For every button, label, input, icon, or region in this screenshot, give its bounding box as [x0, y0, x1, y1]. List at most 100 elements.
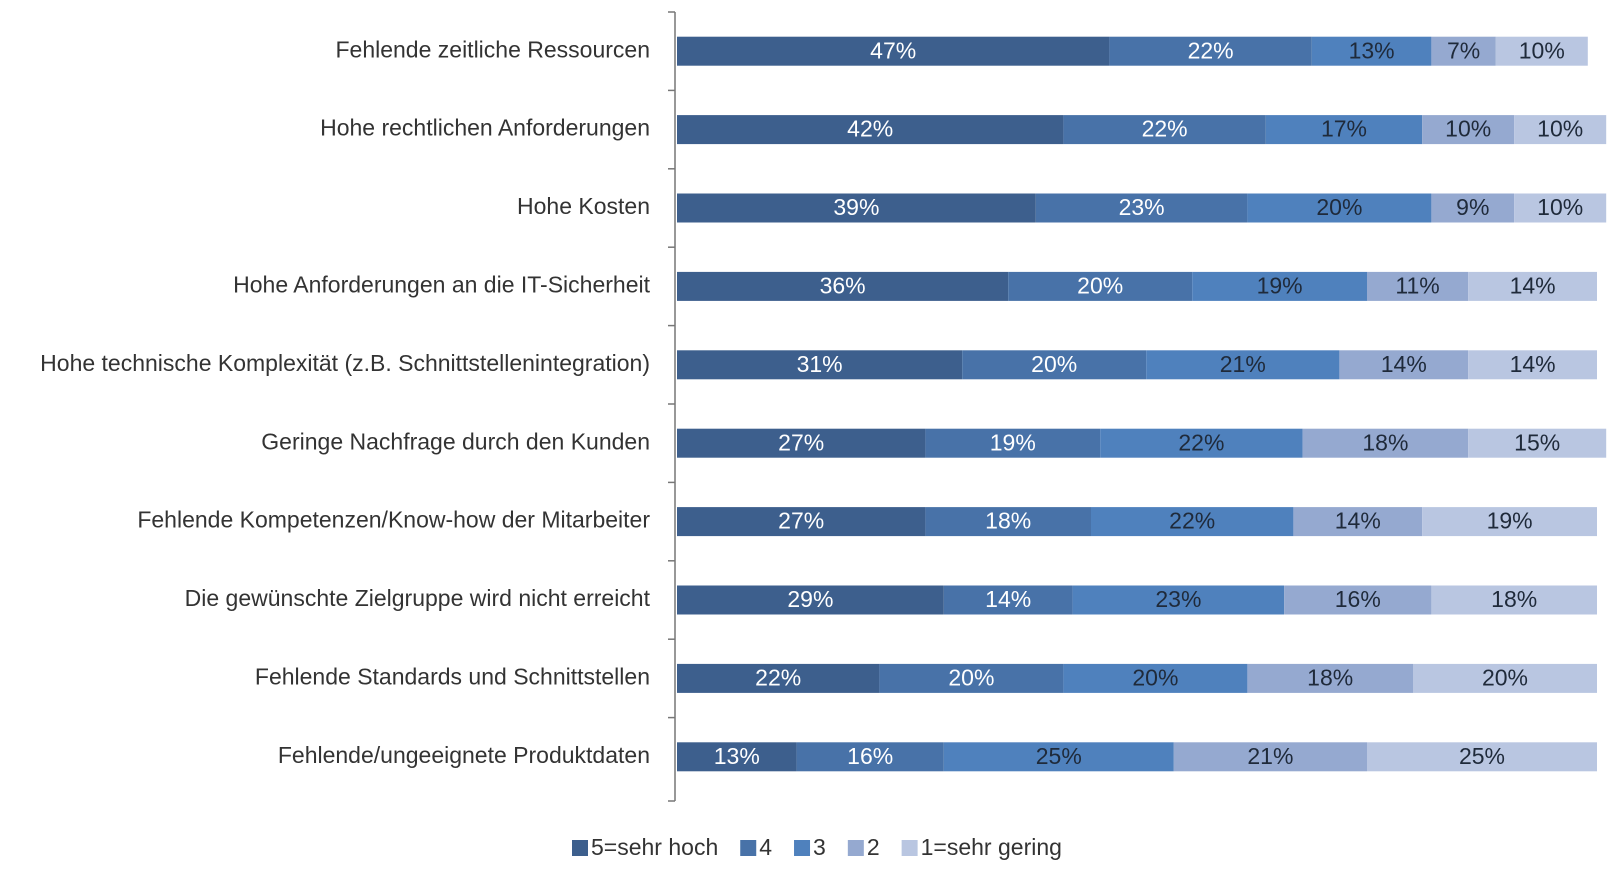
- bar-segment: [677, 36, 1110, 66]
- bar-segment: [1192, 271, 1367, 301]
- legend-label: 2: [867, 834, 880, 860]
- data-label: 14%: [1510, 351, 1556, 377]
- bar-segment: [1468, 350, 1597, 380]
- data-label: 14%: [1381, 351, 1427, 377]
- bar-segment: [1302, 428, 1469, 458]
- bar-segment: [1109, 36, 1312, 66]
- category-label: Fehlende zeitliche Ressourcen: [335, 36, 650, 62]
- bar-segment: [1431, 585, 1597, 615]
- data-label: 19%: [1257, 272, 1303, 298]
- data-label: 18%: [985, 508, 1031, 534]
- data-label: 22%: [1142, 116, 1188, 142]
- data-label: 19%: [990, 429, 1036, 455]
- bar-segment: [962, 350, 1147, 380]
- bar-segment: [1265, 115, 1423, 145]
- data-label: 20%: [1031, 351, 1077, 377]
- data-label: 19%: [1487, 508, 1533, 534]
- data-label: 18%: [1491, 586, 1537, 612]
- bar-segment: [1468, 428, 1607, 458]
- bar-segment: [943, 742, 1174, 772]
- bar-segment: [1339, 350, 1469, 380]
- data-label: 23%: [1155, 586, 1201, 612]
- data-label: 10%: [1445, 116, 1491, 142]
- data-label: 10%: [1537, 194, 1583, 220]
- category-label: Geringe Nachfrage durch den Kunden: [261, 428, 650, 454]
- bar-segment: [677, 350, 963, 380]
- data-label: 13%: [1349, 37, 1395, 63]
- category-label: Fehlende Kompetenzen/Know-how der Mitarb…: [137, 507, 650, 533]
- bar-segment: [1422, 115, 1515, 145]
- data-label: 25%: [1036, 743, 1082, 769]
- bar-segment: [796, 742, 944, 772]
- data-label: 29%: [787, 586, 833, 612]
- data-label: 7%: [1447, 37, 1480, 63]
- data-label: 20%: [1482, 664, 1528, 690]
- data-label: 18%: [1362, 429, 1408, 455]
- data-label: 11%: [1395, 272, 1439, 298]
- data-label: 16%: [1335, 586, 1381, 612]
- bar-segment: [1413, 663, 1597, 693]
- legend-swatch: [794, 840, 811, 856]
- data-label: 20%: [948, 664, 994, 690]
- bar-segment: [925, 428, 1101, 458]
- bar-segment: [1367, 742, 1597, 772]
- bar-segment: [677, 271, 1009, 301]
- data-label: 21%: [1247, 743, 1293, 769]
- legend-swatch: [847, 840, 864, 856]
- legend-swatch: [740, 840, 757, 856]
- data-label: 20%: [1132, 664, 1178, 690]
- data-label: 39%: [833, 194, 879, 220]
- bar-segment: [1468, 271, 1597, 301]
- category-label: Hohe Kosten: [517, 193, 650, 219]
- category-label: Hohe technische Komplexität (z.B. Schnit…: [40, 350, 650, 376]
- data-label: 13%: [714, 743, 760, 769]
- data-label: 47%: [870, 37, 916, 63]
- legend-label: 3: [813, 834, 826, 860]
- data-label: 22%: [1169, 508, 1215, 534]
- legend-label: 1=sehr gering: [921, 834, 1062, 860]
- category-label: Hohe rechtlichen Anforderungen: [320, 115, 650, 141]
- bar-segment: [1422, 507, 1597, 537]
- bar-segment: [1008, 271, 1193, 301]
- bar-segment: [1091, 507, 1294, 537]
- legend-label: 5=sehr hoch: [591, 834, 718, 860]
- data-label: 20%: [1077, 272, 1123, 298]
- bar-segment: [677, 585, 944, 615]
- data-label: 10%: [1519, 37, 1565, 63]
- bar-segment: [1247, 193, 1432, 223]
- data-label: 25%: [1459, 743, 1505, 769]
- bar-segment: [677, 115, 1064, 145]
- bar-segment: [1293, 507, 1423, 537]
- bar-segment: [1431, 193, 1515, 223]
- data-label: 14%: [1335, 508, 1381, 534]
- data-label: 27%: [778, 508, 824, 534]
- data-label: 14%: [1510, 272, 1556, 298]
- bar-segment: [1035, 193, 1248, 223]
- bar-segment: [677, 663, 880, 693]
- legend-label: 4: [759, 834, 772, 860]
- data-label: 17%: [1321, 116, 1367, 142]
- bar-segment: [677, 742, 797, 772]
- bar-segment: [1063, 115, 1266, 145]
- data-label: 10%: [1537, 116, 1583, 142]
- bar-segment: [677, 193, 1036, 223]
- data-label: 18%: [1307, 664, 1353, 690]
- bar-segment: [925, 507, 1091, 537]
- category-label: Fehlende Standards und Schnittstellen: [255, 663, 650, 689]
- data-label: 14%: [985, 586, 1031, 612]
- legend-swatch: [901, 840, 918, 856]
- bar-segment: [1072, 585, 1285, 615]
- bar-segment: [1173, 742, 1367, 772]
- bar-segment: [1284, 585, 1432, 615]
- data-label: 21%: [1220, 351, 1266, 377]
- bar-segment: [677, 428, 926, 458]
- bar-segment: [1100, 428, 1303, 458]
- data-label: 23%: [1119, 194, 1165, 220]
- bar-segment: [1063, 663, 1248, 693]
- data-label: 20%: [1316, 194, 1362, 220]
- data-label: 22%: [755, 664, 801, 690]
- bar-segment: [1311, 36, 1432, 66]
- bar-segment: [1431, 36, 1496, 66]
- bar-segment: [1514, 115, 1607, 145]
